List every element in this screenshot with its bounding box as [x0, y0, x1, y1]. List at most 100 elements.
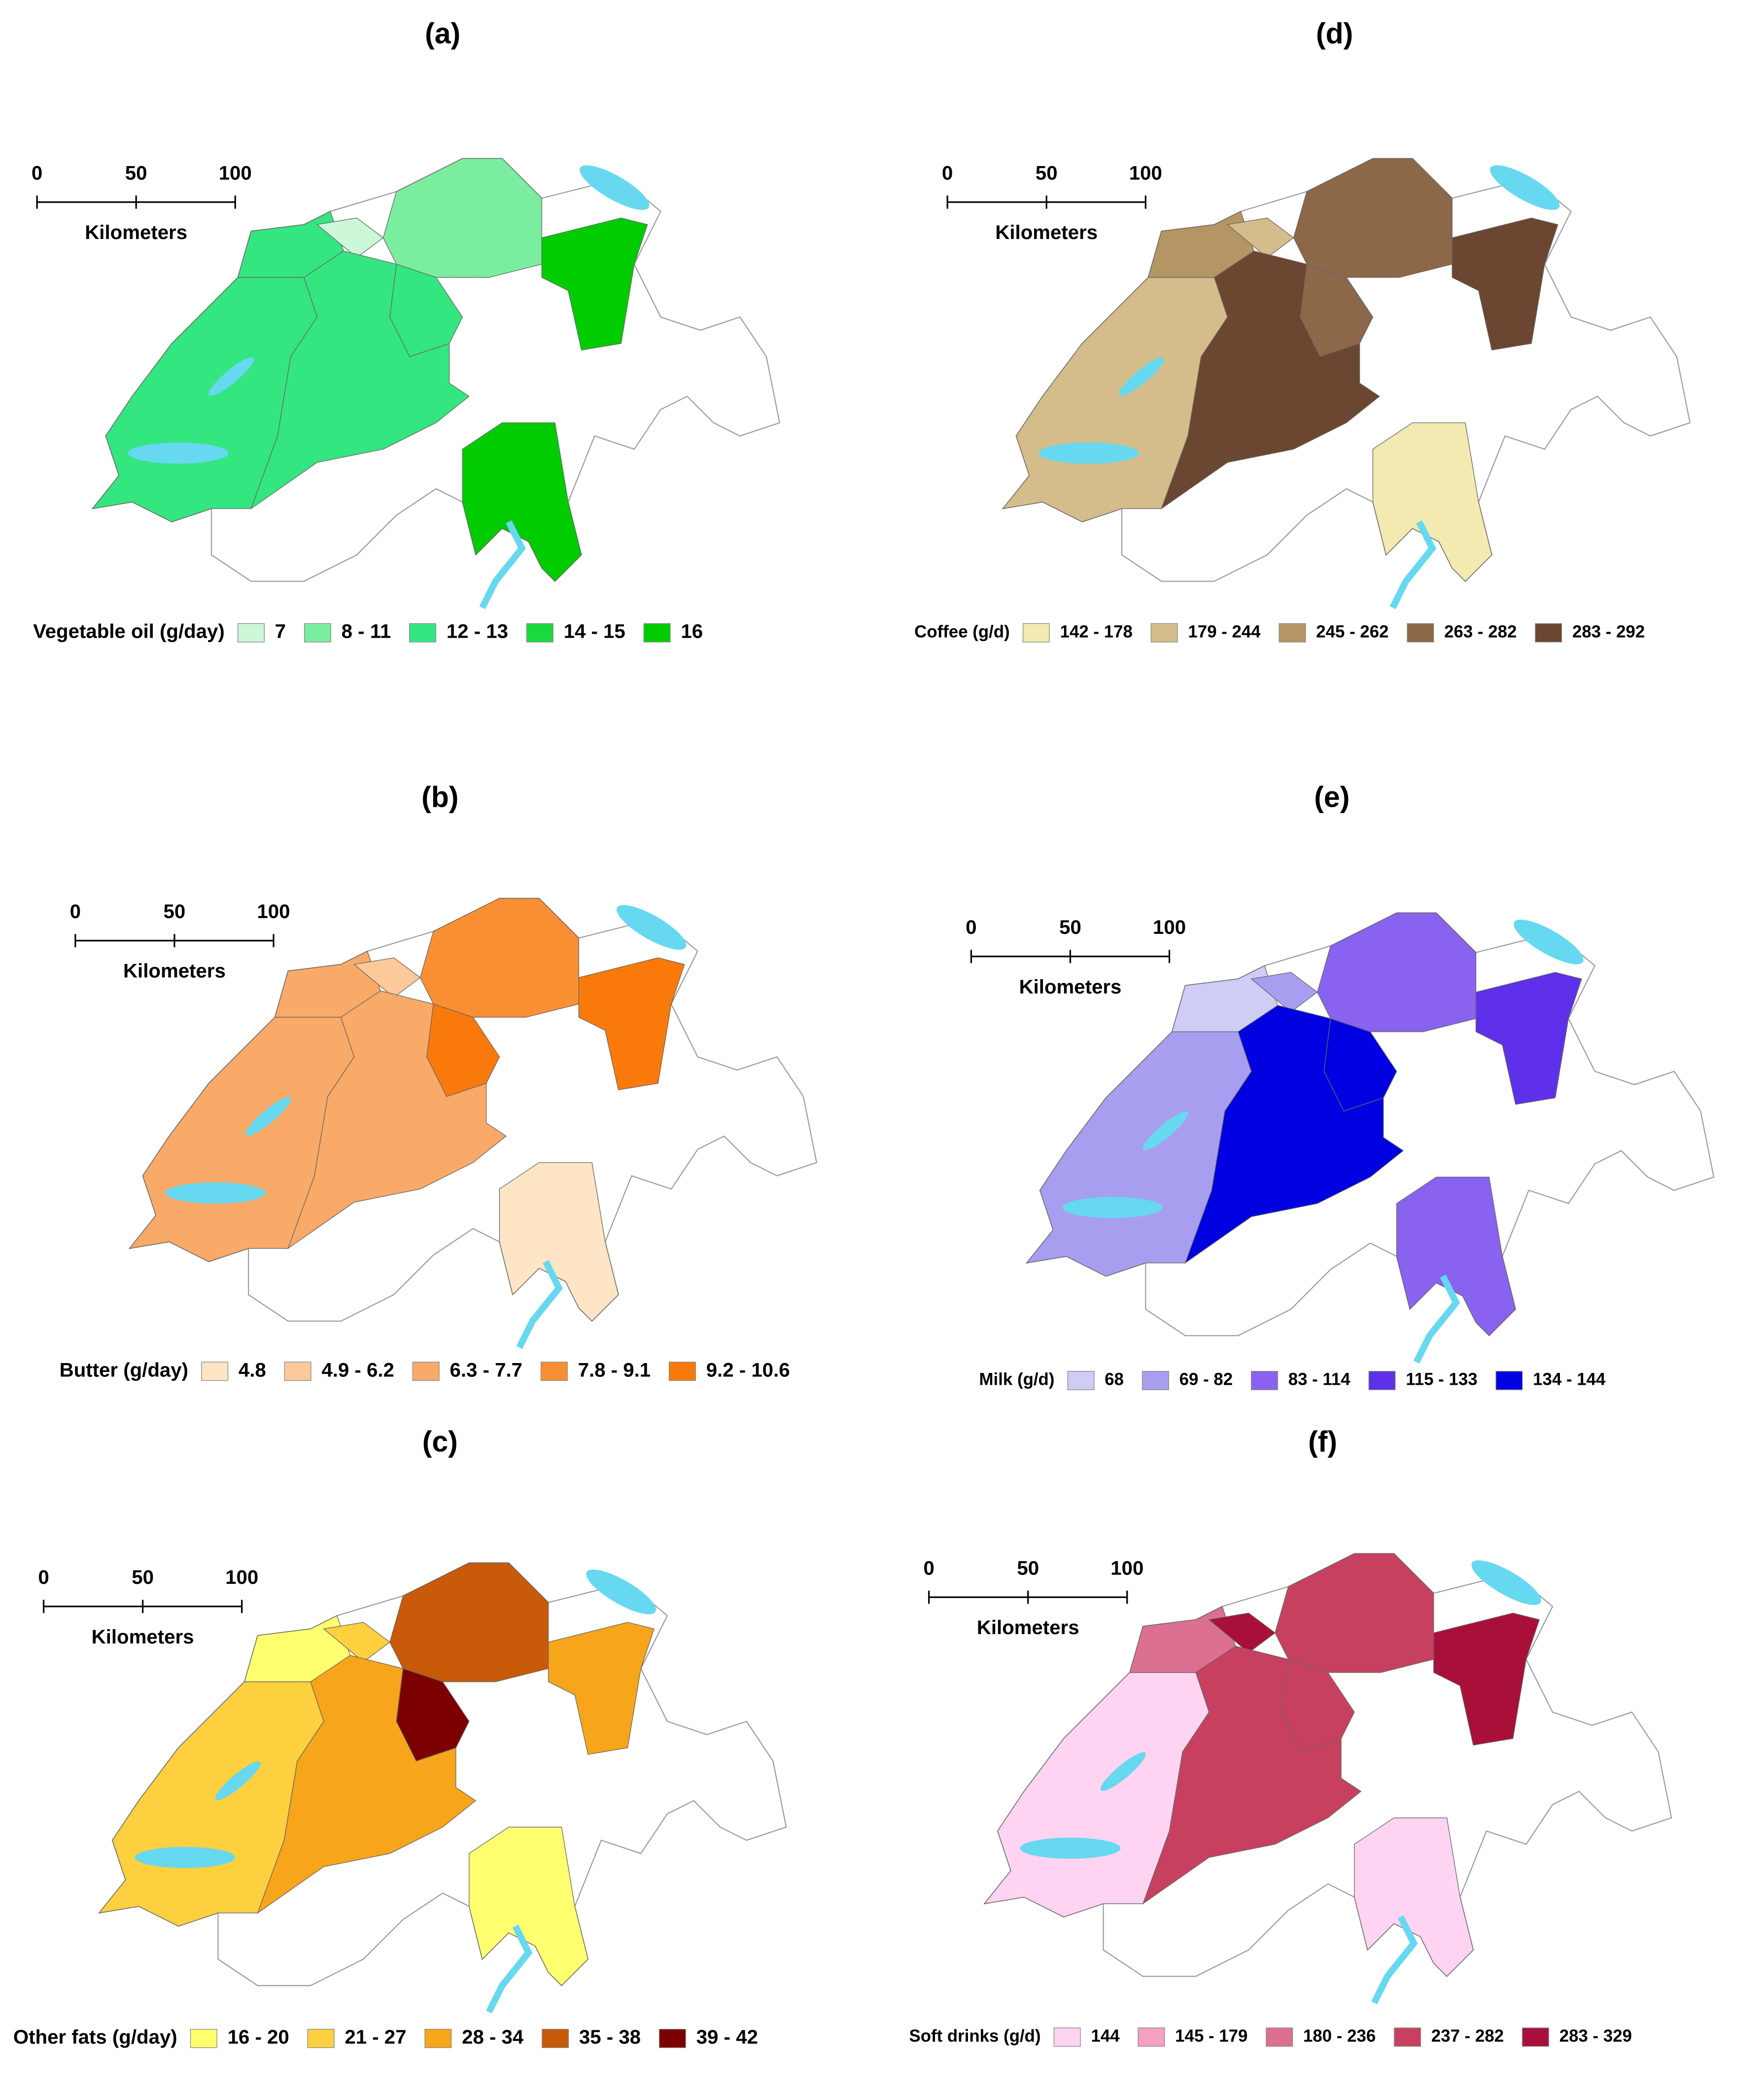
legend-swatch: [237, 623, 265, 643]
lake: [165, 1182, 266, 1204]
region: [1293, 158, 1453, 278]
legend-swatch: [1495, 1371, 1523, 1390]
region: [1281, 1659, 1355, 1752]
region: [1433, 1612, 1540, 1746]
legend-swatch: [304, 623, 331, 643]
legend-swatch: [1138, 2027, 1165, 2047]
map: [1002, 158, 1691, 610]
scale-tick-label: 50: [125, 162, 147, 184]
legend-swatch: [201, 1362, 229, 1381]
legend-swatch: [526, 623, 553, 643]
scale-tick-label: 0: [70, 900, 81, 923]
lake: [617, 905, 687, 950]
lake: [1038, 443, 1139, 464]
legend-swatch: [1394, 2027, 1421, 2047]
legend-label: 7: [275, 620, 286, 643]
legend-swatch: [1067, 1371, 1095, 1390]
legend-swatch: [1022, 623, 1050, 643]
legend-swatch: [1053, 2027, 1081, 2047]
legend-label: 4.8: [239, 1359, 266, 1381]
region: [578, 957, 685, 1091]
region: [1275, 1553, 1434, 1673]
legend-swatch: [307, 2029, 335, 2048]
lake: [586, 1570, 656, 1614]
legend-label: 144: [1091, 2026, 1120, 2046]
legend-label: 237 - 282: [1431, 2026, 1504, 2046]
panel-label: (f): [1308, 1426, 1337, 1458]
scale-tick-label: 0: [942, 162, 953, 184]
scale-tick-label: 100: [219, 162, 252, 184]
lake: [1062, 1197, 1163, 1218]
legend-swatch: [1251, 1371, 1278, 1390]
region: [1452, 217, 1558, 351]
panel-label: (b): [421, 781, 458, 813]
legend-swatch: [643, 623, 671, 643]
lake: [1100, 1752, 1146, 1791]
legend-swatch: [409, 623, 437, 643]
region: [1372, 422, 1492, 582]
lake: [1142, 1111, 1188, 1151]
legend-title: Coffee (g/d): [914, 622, 1010, 641]
lake: [128, 443, 229, 464]
lake: [1413, 1274, 1460, 1364]
scale-unit: Kilometers: [977, 1616, 1079, 1639]
scale-tick-label: 50: [164, 900, 186, 923]
region: [462, 422, 582, 582]
legend-label: 68: [1105, 1370, 1124, 1389]
legend-title: Other fats (g/day): [13, 2026, 177, 2048]
legend-label: 39 - 42: [696, 2026, 758, 2048]
scale-tick-label: 100: [1153, 916, 1186, 938]
region: [1475, 972, 1582, 1105]
region: [1323, 1018, 1397, 1112]
legend-label: 14 - 15: [564, 620, 625, 643]
legend-swatch: [1141, 1371, 1169, 1390]
lake: [579, 165, 650, 210]
map: [98, 1562, 787, 2014]
lake: [1490, 165, 1560, 210]
legend-label: 115 - 133: [1406, 1370, 1477, 1389]
scale-unit: Kilometers: [85, 221, 187, 243]
legend-label: 142 - 178: [1060, 622, 1133, 641]
lake: [245, 1097, 291, 1136]
scale-unit: Kilometers: [123, 960, 226, 982]
legend-label: 83 - 114: [1288, 1370, 1351, 1389]
scale-tick-label: 0: [32, 162, 42, 184]
region: [1396, 1176, 1516, 1336]
legend-label: 35 - 38: [579, 2026, 641, 2048]
scale-unit: Kilometers: [1019, 976, 1122, 998]
region: [396, 1668, 470, 1762]
legend-label: 263 - 282: [1444, 622, 1517, 641]
legend-label: 6.3 - 7.7: [450, 1359, 522, 1381]
lake: [1389, 520, 1436, 610]
legend-swatch: [1522, 2027, 1549, 2047]
legend-label: 4.9 - 6.2: [321, 1359, 394, 1381]
lake: [208, 357, 254, 396]
lake: [1020, 1838, 1121, 1859]
legend-label: 7.8 - 9.1: [578, 1359, 651, 1381]
legend-label: 9.2 - 10.6: [706, 1359, 790, 1381]
lake: [1371, 1915, 1418, 2005]
panel-label: (e): [1314, 781, 1349, 813]
lake: [479, 520, 526, 610]
region: [548, 1622, 655, 1755]
legend-swatch: [668, 1362, 696, 1381]
scale-tick-label: 0: [38, 1566, 49, 1588]
scale-tick-label: 50: [1017, 1557, 1039, 1579]
legend-swatch: [190, 2029, 217, 2048]
lake: [1514, 920, 1584, 964]
legend-label: 245 - 262: [1316, 622, 1388, 641]
legend-label: 16 - 20: [228, 2026, 289, 2048]
legend-label: 180 - 236: [1303, 2026, 1376, 2046]
region: [1300, 264, 1374, 357]
lake: [135, 1847, 236, 1868]
lake: [1119, 357, 1165, 396]
legend-label: 145 - 179: [1175, 2026, 1247, 2046]
legend-title: Milk (g/d): [979, 1370, 1055, 1389]
region: [1317, 912, 1477, 1032]
lake: [516, 1260, 563, 1349]
lake: [485, 1924, 533, 2014]
region: [541, 217, 648, 351]
scale-tick-label: 100: [257, 900, 290, 923]
